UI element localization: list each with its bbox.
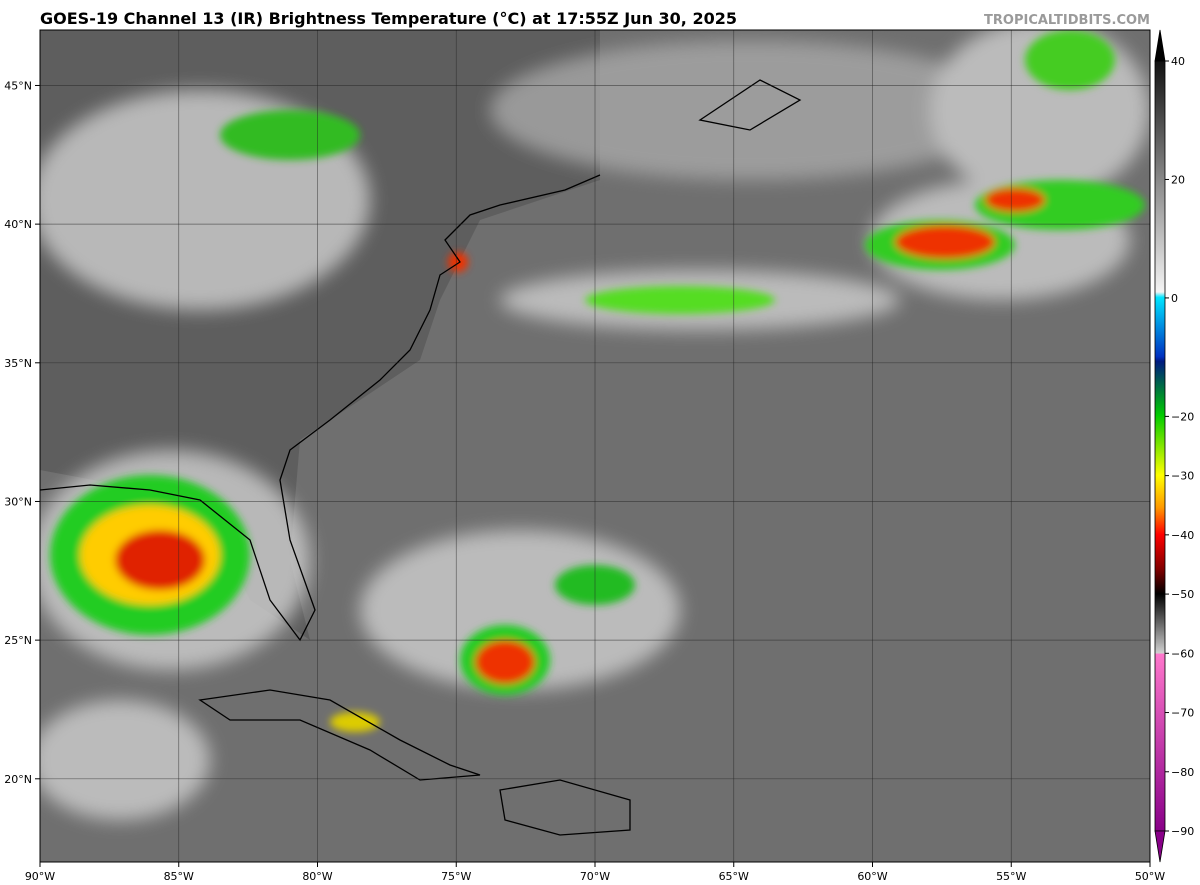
colorbar-tick-label: −20 <box>1171 410 1194 423</box>
hispaniola <box>499 779 631 836</box>
cuba <box>198 689 481 781</box>
x-tick-label: 65°W <box>719 870 749 883</box>
x-tick-label: 50°W <box>1135 870 1165 883</box>
colorbar-tick-label: −80 <box>1171 766 1194 779</box>
colorbar-tick-label: 40 <box>1171 55 1185 68</box>
x-tick-label: 70°W <box>580 870 610 883</box>
y-tick-label: 30°N <box>4 495 32 508</box>
nova-scotia <box>698 79 802 131</box>
x-tick-label: 80°W <box>302 870 332 883</box>
y-tick-label: 40°N <box>4 218 32 231</box>
colorbar-tick-label: −30 <box>1171 470 1194 483</box>
colorbar-tick-label: 20 <box>1171 173 1185 186</box>
colorbar <box>1154 60 1166 832</box>
x-tick-label: 75°W <box>441 870 471 883</box>
colorbar-tick-label: −70 <box>1171 707 1194 720</box>
imagery <box>40 30 1150 862</box>
x-tick-label: 90°W <box>25 870 55 883</box>
colorbar-extend-top <box>1154 29 1166 62</box>
colorbar-tick-label: −90 <box>1171 825 1194 838</box>
y-tick-label: 25°N <box>4 634 32 647</box>
y-tick-label: 45°N <box>4 79 32 92</box>
y-tick-label: 20°N <box>4 773 32 786</box>
credit: TROPICALTIDBITS.COM <box>984 13 1150 28</box>
y-tick-label: 35°N <box>4 357 32 370</box>
coastline <box>40 174 601 642</box>
colorbar-tick-label: −50 <box>1171 588 1194 601</box>
colorbar-tick-label: 0 <box>1171 292 1178 305</box>
colorbar-tick-label: −40 <box>1171 529 1194 542</box>
x-tick-label: 85°W <box>164 870 194 883</box>
colorbar-extend-bottom <box>1154 830 1166 863</box>
x-tick-label: 55°W <box>996 870 1026 883</box>
x-tick-label: 60°W <box>857 870 887 883</box>
convection <box>50 30 1145 732</box>
colorbar-tick-label: −60 <box>1171 647 1194 660</box>
map-title: GOES-19 Channel 13 (IR) Brightness Tempe… <box>40 9 737 28</box>
